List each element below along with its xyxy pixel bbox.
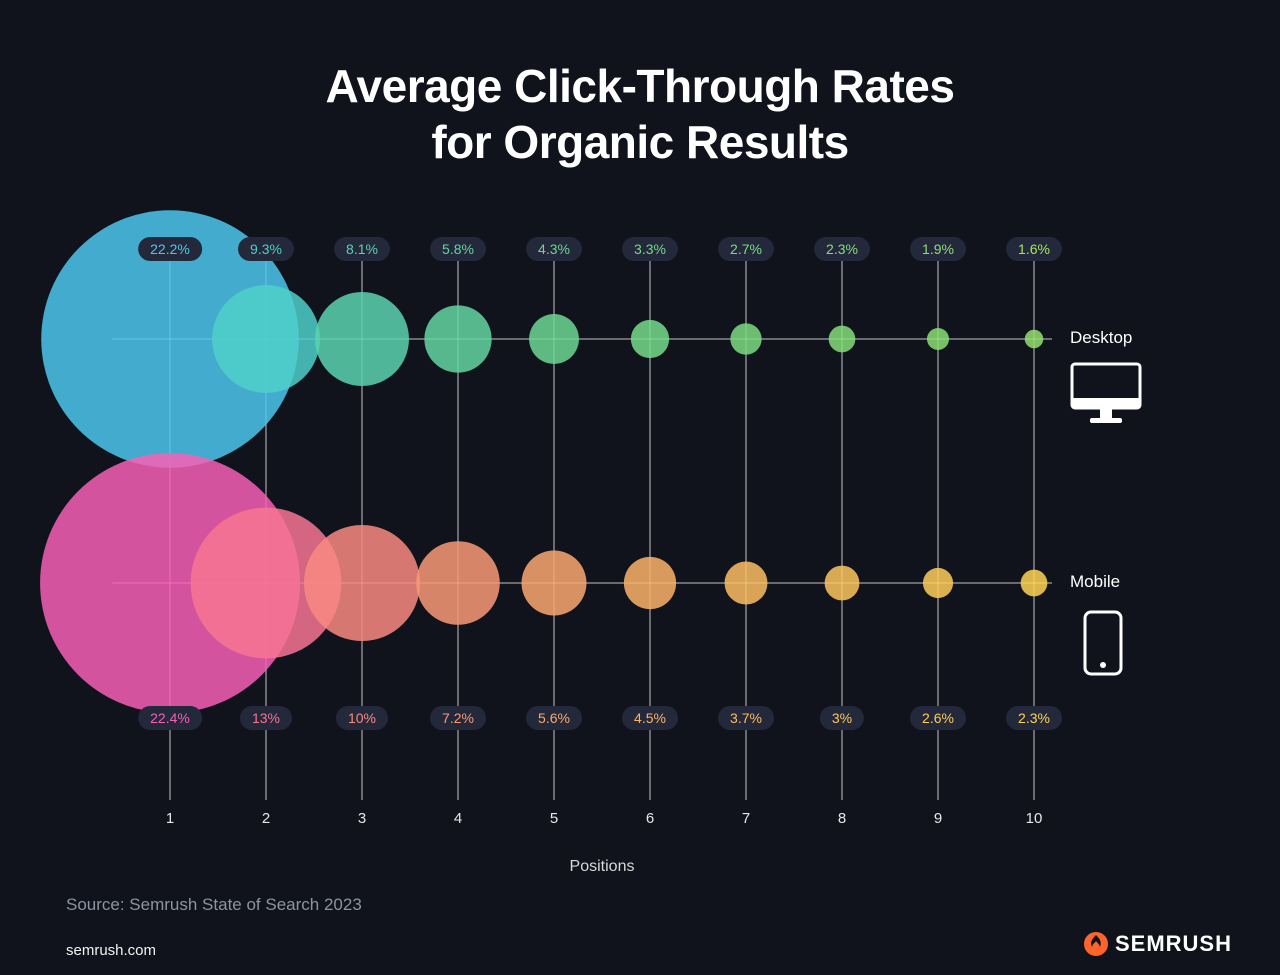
desktop-value-badge: 2.3% [814, 237, 870, 261]
position-tick-label: 9 [934, 810, 942, 827]
desktop-value-badge: 22.2% [138, 237, 202, 261]
mobile-value-badge: 22.4% [138, 706, 202, 730]
position-tick-label: 1 [166, 810, 174, 827]
brand-fire-icon [1083, 931, 1109, 957]
brand-logo: SEMRUSH [1083, 931, 1232, 957]
position-tick-label: 6 [646, 810, 654, 827]
source-text: Source: Semrush State of Search 2023 [66, 895, 362, 915]
desktop-icon [1070, 362, 1142, 426]
position-tick-label: 4 [454, 810, 462, 827]
ctr-bubble-chart [0, 0, 1280, 975]
mobile-value-badge: 2.3% [1006, 706, 1062, 730]
mobile-value-badge: 13% [240, 706, 292, 730]
site-url: semrush.com [66, 942, 156, 959]
desktop-value-badge: 1.9% [910, 237, 966, 261]
position-tick-label: 8 [838, 810, 846, 827]
desktop-row-label: Desktop [1070, 328, 1132, 348]
position-tick-label: 7 [742, 810, 750, 827]
x-axis-label: Positions [570, 858, 635, 876]
desktop-value-badge: 3.3% [622, 237, 678, 261]
position-tick-label: 3 [358, 810, 366, 827]
position-tick-label: 5 [550, 810, 558, 827]
mobile-value-badge: 3.7% [718, 706, 774, 730]
mobile-value-badge: 3% [820, 706, 864, 730]
mobile-value-badge: 10% [336, 706, 388, 730]
position-tick-label: 10 [1026, 810, 1043, 827]
mobile-icon [1083, 610, 1123, 676]
desktop-value-badge: 9.3% [238, 237, 294, 261]
desktop-value-badge: 2.7% [718, 237, 774, 261]
mobile-value-badge: 4.5% [622, 706, 678, 730]
desktop-value-badge: 4.3% [526, 237, 582, 261]
position-tick-label: 2 [262, 810, 270, 827]
mobile-value-badge: 2.6% [910, 706, 966, 730]
mobile-value-badge: 5.6% [526, 706, 582, 730]
mobile-value-badge: 7.2% [430, 706, 486, 730]
desktop-value-badge: 1.6% [1006, 237, 1062, 261]
brand-text: SEMRUSH [1115, 931, 1232, 957]
mobile-row-label: Mobile [1070, 572, 1120, 592]
desktop-value-badge: 5.8% [430, 237, 486, 261]
desktop-value-badge: 8.1% [334, 237, 390, 261]
